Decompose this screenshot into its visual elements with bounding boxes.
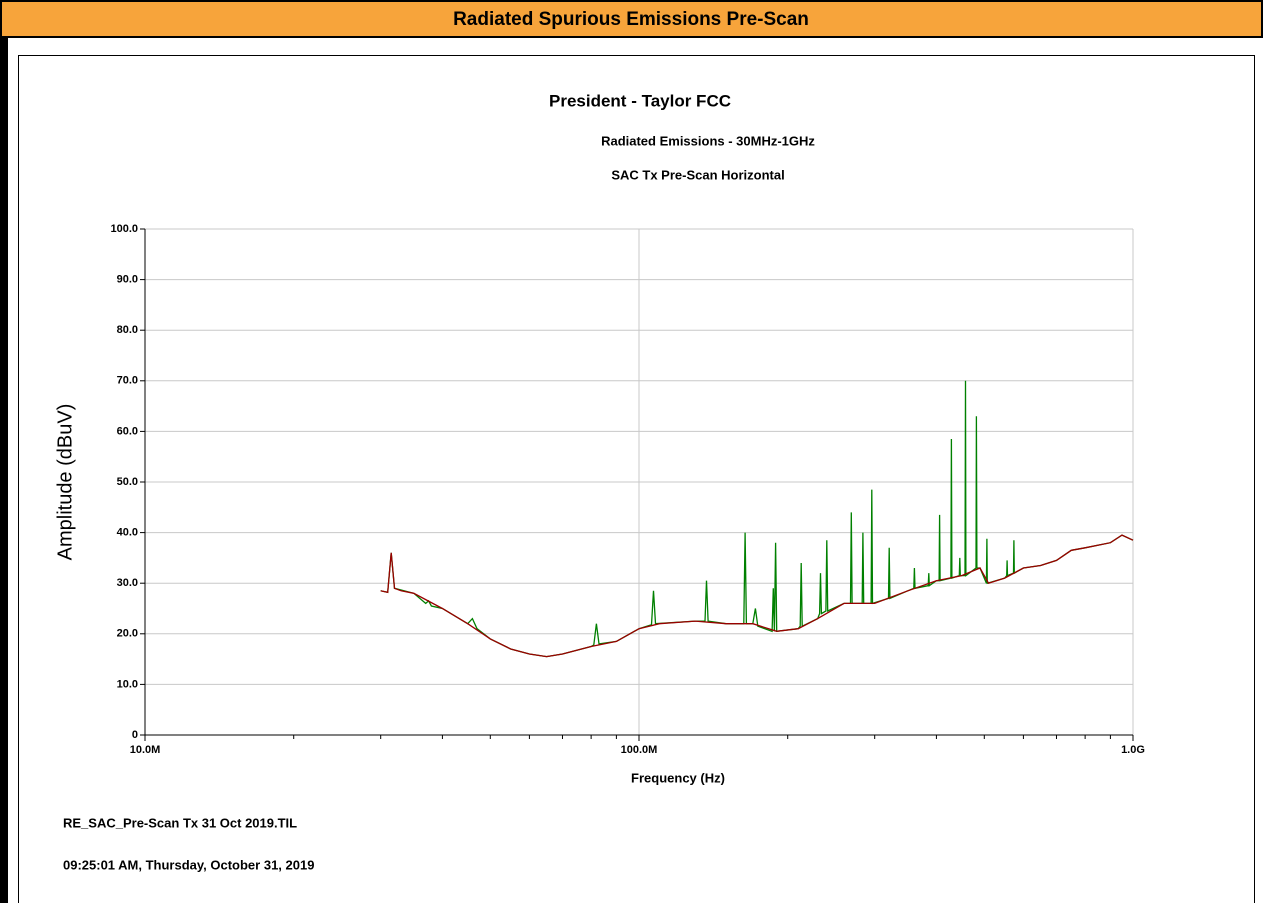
y-tick-label: 80.0	[117, 324, 138, 336]
y-tick-label: 0	[132, 729, 138, 741]
y-axis-label: Amplitude (dBuV)	[54, 404, 76, 561]
y-tick-label: 10.0	[117, 678, 138, 690]
x-axis-label: Frequency (Hz)	[631, 770, 725, 785]
left-border	[0, 37, 8, 903]
y-tick-label: 40.0	[117, 527, 138, 539]
y-tick-label: 30.0	[117, 577, 138, 589]
timestamp: 09:25:01 AM, Thursday, October 31, 2019	[63, 857, 314, 872]
x-tick-label: 100.0M	[621, 744, 658, 756]
y-tick-label: 90.0	[117, 274, 138, 286]
x-tick-label: 1.0G	[1121, 744, 1145, 756]
chart-title: President - Taylor FCC	[549, 91, 731, 110]
y-tick-label: 100.0	[110, 223, 138, 235]
file-name: RE_SAC_Pre-Scan Tx 31 Oct 2019.TIL	[63, 815, 297, 830]
chart-subtitle: Radiated Emissions - 30MHz-1GHz	[601, 133, 815, 148]
x-tick-label: 10.0M	[130, 744, 161, 756]
y-tick-label: 50.0	[117, 476, 138, 488]
chart-subtitle: SAC Tx Pre-Scan Horizontal	[611, 167, 784, 182]
y-tick-label: 70.0	[117, 375, 138, 387]
header-title: Radiated Spurious Emissions Pre-Scan	[453, 9, 809, 30]
data-line	[380, 534, 1134, 658]
y-tick-label: 20.0	[117, 628, 138, 640]
y-tick-label: 60.0	[117, 425, 138, 437]
header-bar	[0, 0, 1263, 38]
